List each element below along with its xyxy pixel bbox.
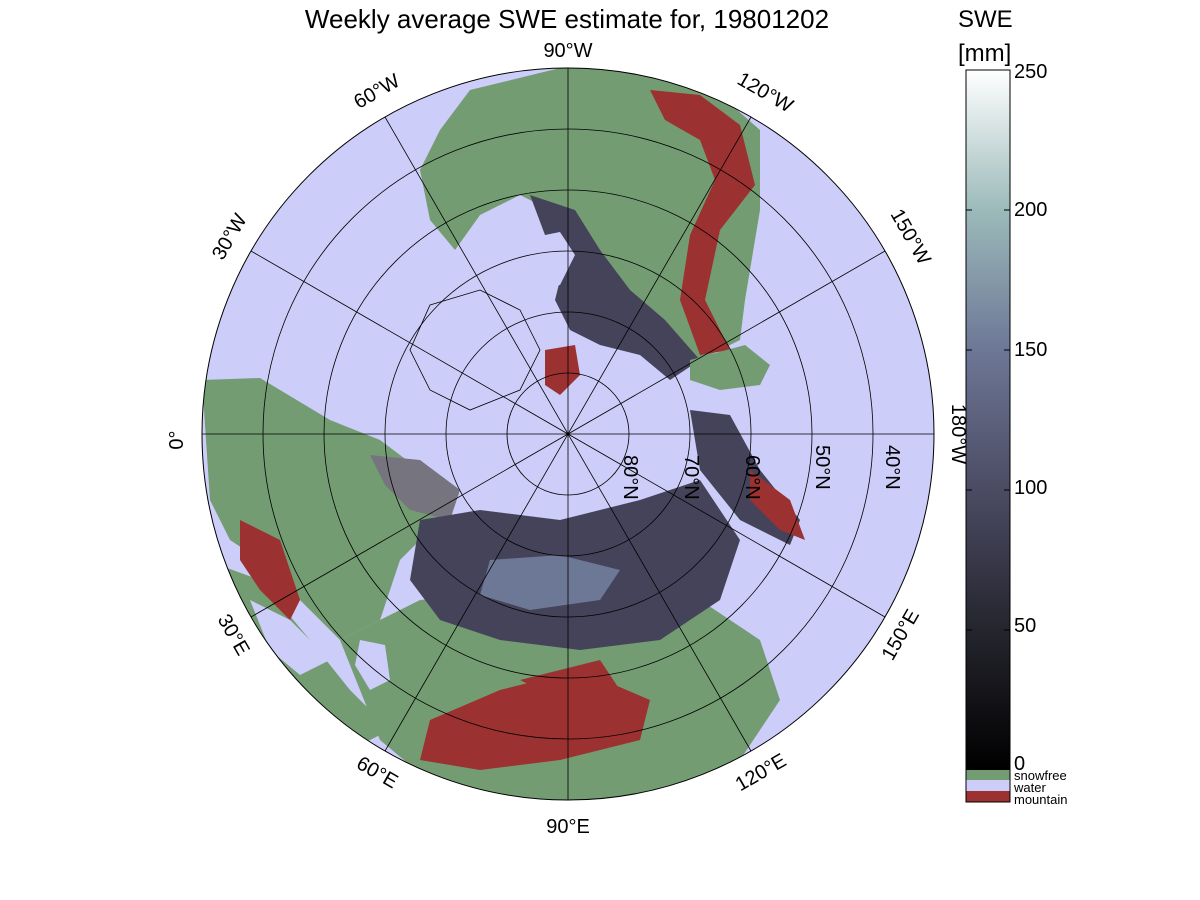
north-america-snowfree — [420, 68, 760, 360]
lon-label-90w: 90°W — [543, 40, 592, 62]
map-title: Weekly average SWE estimate for, 1980120… — [304, 4, 830, 34]
alaska-snowfree — [690, 345, 770, 390]
hudson-bay — [510, 232, 575, 290]
colorbar — [965, 69, 1011, 803]
lon-label-60e: 60°E — [353, 752, 402, 793]
colorbar-tick-0: 0 — [1014, 753, 1026, 775]
siberia-deep-snow — [480, 555, 620, 610]
colorbar-tick-100: 100 — [1014, 477, 1048, 499]
graticule — [202, 68, 934, 800]
lon-label-0: 0° — [166, 430, 188, 449]
kamchatka-mountain — [750, 470, 805, 540]
lon-label-120w: 120°W — [733, 68, 796, 117]
legend-mountain: mountain — [1014, 792, 1068, 807]
mediterranean — [250, 600, 330, 675]
lat-label-60n: 60°N — [741, 455, 763, 500]
central-asia-mountain — [520, 660, 620, 700]
europe-mountain — [240, 520, 300, 620]
colorbar-tick-50: 50 — [1014, 615, 1037, 637]
colorbar-tick-250: 250 — [1014, 61, 1048, 83]
lon-label-30w: 30°W — [208, 210, 252, 264]
himalaya-mountain — [420, 670, 650, 770]
colorbar-tick-150: 150 — [1014, 339, 1048, 361]
legend-snowfree: snowfree — [1014, 768, 1067, 783]
colorbar-water-swatch — [966, 780, 1010, 791]
colorbar-snowfree-swatch — [966, 770, 1010, 780]
europe-snowfree — [202, 378, 440, 640]
lon-label-90e: 90°E — [546, 816, 590, 838]
caspian-sea — [355, 640, 390, 690]
lat-label-50n: 50°N — [811, 445, 833, 490]
colorbar-gradient — [965, 69, 1011, 771]
scandinavia — [370, 455, 460, 520]
lat-label-40n: 40°N — [881, 445, 903, 490]
colorbar-mountain-swatch — [966, 791, 1010, 802]
legend-water: water — [1014, 780, 1046, 795]
colorbar-unit: [mm] — [958, 40, 1012, 67]
lon-label-60w: 60°W — [350, 70, 404, 114]
baffin-mountain — [545, 345, 580, 395]
meridian-150w-30e — [250, 250, 886, 618]
lon-label-180w: 180°W — [947, 404, 969, 464]
greenland — [409, 289, 541, 411]
land-layer — [202, 68, 805, 800]
lon-label-150w: 150°W — [886, 205, 935, 268]
colorbar-title: SWE — [958, 6, 1013, 33]
lat-label-80n: 80°N — [619, 455, 641, 500]
north-america-snowpack — [530, 195, 700, 380]
lon-label-30e: 30°E — [213, 611, 254, 660]
lat-label-70n: 70°N — [680, 455, 702, 500]
map-border — [201, 67, 935, 801]
colorbar-tick-200: 200 — [1014, 199, 1048, 221]
